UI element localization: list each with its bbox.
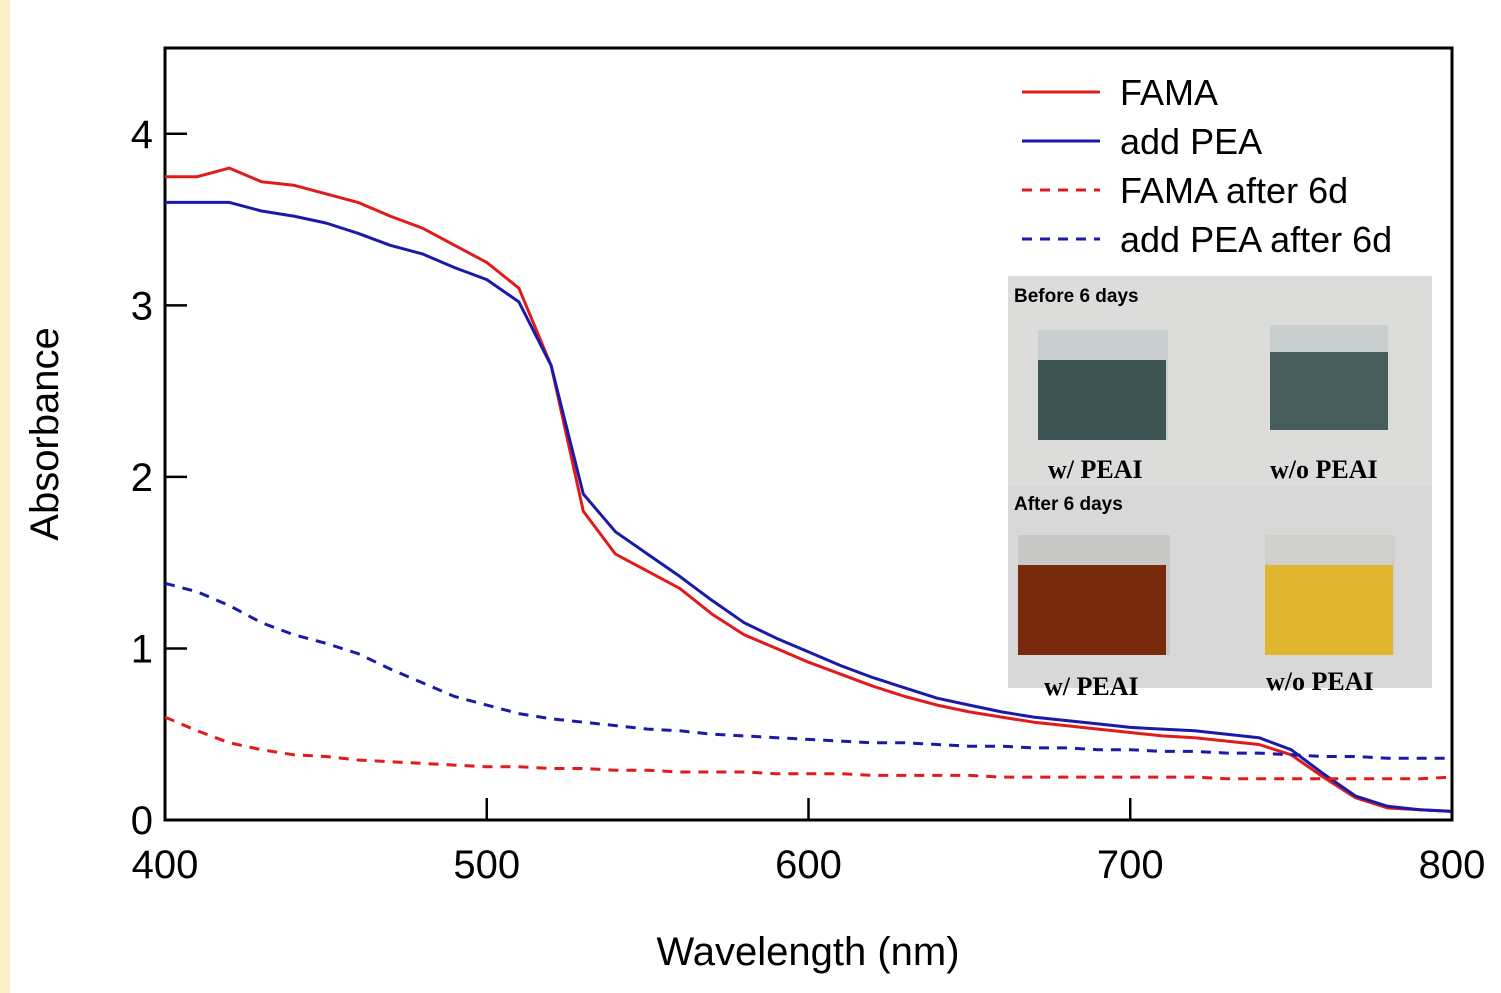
y-tick-label: 1 (131, 627, 153, 671)
slide-film (1018, 565, 1166, 655)
x-axis-title: Wavelength (nm) (656, 930, 959, 974)
page: Wavelength (nm) Absorbance Before 6 days… (0, 0, 1501, 993)
x-tick-label: 500 (453, 843, 520, 887)
x-tick-label: 400 (132, 843, 199, 887)
series-line (165, 717, 1452, 779)
inset-photo: Before 6 days w/ PEAI w/o PEAI After 6 d… (1008, 276, 1432, 701)
slide-film (1038, 360, 1166, 440)
slide-film (1265, 565, 1393, 655)
legend-label: add PEA after 6d (1120, 219, 1392, 260)
y-tick-label: 0 (131, 799, 153, 843)
inset-title: Before 6 days (1014, 286, 1139, 307)
y-tick-label: 3 (131, 284, 153, 328)
y-tick-label: 4 (131, 113, 153, 157)
inset-caption: w/ PEAI (1048, 455, 1143, 484)
x-tick-label: 600 (775, 843, 842, 887)
x-tick-label: 800 (1419, 843, 1486, 887)
legend-label: add PEA (1120, 121, 1262, 162)
chart: Wavelength (nm) Absorbance Before 6 days… (0, 0, 1501, 993)
x-tick-label: 700 (1097, 843, 1164, 887)
side-strip (0, 0, 10, 993)
inset-caption: w/ PEAI (1044, 672, 1139, 701)
legend-label: FAMA after 6d (1120, 170, 1348, 211)
y-axis-title: Absorbance (23, 327, 67, 540)
y-tick-label: 2 (131, 456, 153, 500)
legend-label: FAMA (1120, 72, 1218, 113)
inset-caption: w/o PEAI (1270, 455, 1378, 484)
slide-film (1270, 352, 1388, 430)
inset-caption: w/o PEAI (1266, 667, 1374, 696)
inset-title: After 6 days (1014, 494, 1123, 515)
